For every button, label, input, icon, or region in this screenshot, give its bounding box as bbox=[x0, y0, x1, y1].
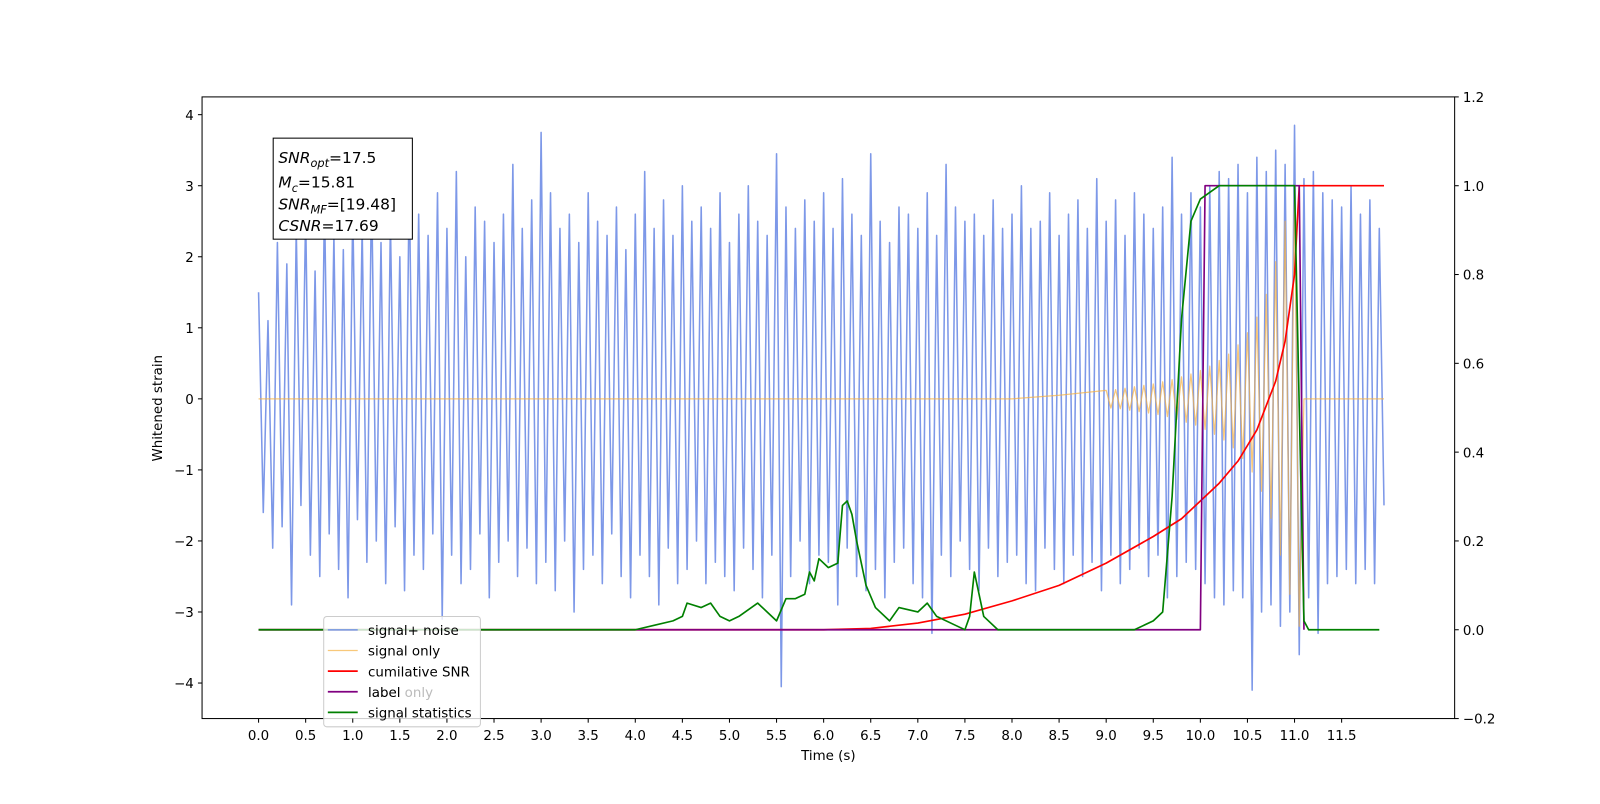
x-axis-label: Time (s) bbox=[800, 749, 855, 764]
y2-tick-label: 0.6 bbox=[1463, 357, 1484, 372]
x-tick-label: 4.0 bbox=[625, 729, 646, 744]
y-tick-label: 3 bbox=[185, 180, 194, 195]
x-tick-label: 0.0 bbox=[248, 729, 269, 744]
annotation-symbol: M bbox=[278, 174, 291, 192]
annotation-value: =[19.48] bbox=[327, 195, 396, 213]
x-tick-label: 9.0 bbox=[1096, 729, 1117, 744]
x-tick-label: 1.5 bbox=[389, 729, 410, 744]
y-tick-label: 0 bbox=[185, 393, 194, 408]
x-tick-label: 3.0 bbox=[530, 729, 551, 744]
x-tick-label: 0.5 bbox=[295, 729, 316, 744]
series-line bbox=[258, 184, 1380, 631]
y-tick-label: −3 bbox=[174, 606, 194, 621]
annotation-symbol: SNR bbox=[278, 149, 310, 167]
x-tick-label: 1.0 bbox=[342, 729, 363, 744]
y-tick-label: 1 bbox=[185, 322, 194, 337]
y-tick-label: −4 bbox=[174, 677, 194, 692]
legend-label: signal+ noise bbox=[368, 624, 459, 639]
x-tick-label: 11.0 bbox=[1280, 729, 1310, 744]
y2-tick-label: 1.0 bbox=[1463, 180, 1484, 195]
x-tick-label: 6.5 bbox=[860, 729, 881, 744]
series-line bbox=[258, 184, 1305, 631]
legend-label: signal statistics bbox=[368, 707, 472, 722]
y-tick-label: 4 bbox=[185, 109, 194, 124]
axes-frame bbox=[201, 96, 1456, 720]
x-tick-label: 2.5 bbox=[483, 729, 504, 744]
legend-label: signal only bbox=[368, 645, 440, 660]
legend: label only signal+ noise signal only cumila… bbox=[323, 615, 481, 728]
x-tick-label: 2.0 bbox=[436, 729, 457, 744]
x-tick-label: 4.5 bbox=[672, 729, 693, 744]
x-tick-label: 10.0 bbox=[1185, 729, 1215, 744]
y2-tick-label: 0.8 bbox=[1463, 269, 1484, 284]
series-line bbox=[257, 124, 1385, 691]
x-tick-label: 5.0 bbox=[719, 729, 740, 744]
legend-ghost-text: label only bbox=[368, 686, 433, 701]
y2-tick-label: 0.2 bbox=[1463, 535, 1484, 550]
y2-tick-label: 1.2 bbox=[1463, 91, 1484, 106]
x-tick-label: 8.5 bbox=[1048, 729, 1069, 744]
x-tick-label: 11.5 bbox=[1327, 729, 1357, 744]
x-tick-label: 3.5 bbox=[578, 729, 599, 744]
plot-area bbox=[257, 124, 1385, 691]
y2-tick-label: −0.2 bbox=[1463, 713, 1496, 728]
annotation-subscript: c bbox=[292, 181, 299, 195]
x-tick-label: 7.5 bbox=[954, 729, 975, 744]
x-tick-label: 9.5 bbox=[1143, 729, 1164, 744]
y2-tick-label: 0.4 bbox=[1463, 446, 1484, 461]
legend-label: cumilative SNR bbox=[368, 665, 470, 680]
annotation-text: SNRopt=17.5 bbox=[278, 149, 376, 170]
x-tick-label: 5.5 bbox=[766, 729, 787, 744]
annotation-subscript: MF bbox=[310, 202, 327, 216]
series-line bbox=[258, 192, 1384, 627]
annotation-subscript: opt bbox=[310, 156, 329, 170]
x-tick-label: 10.5 bbox=[1233, 729, 1263, 744]
annotation-value: =17.69 bbox=[322, 217, 379, 235]
annotation-text: Mc=15.81 bbox=[278, 174, 355, 195]
y-axis-label: Whitened strain bbox=[151, 355, 166, 462]
x-tick-label: 7.0 bbox=[907, 729, 928, 744]
y2-tick-label: 0.0 bbox=[1463, 624, 1484, 639]
annotation-value: =15.81 bbox=[298, 174, 355, 192]
annotation-text: SNRMF=[19.48] bbox=[278, 195, 396, 216]
annotation-symbol: SNR bbox=[278, 195, 310, 213]
annotation-box: SNRopt=17.5Mc=15.81SNRMF=[19.48]CSNR=17.… bbox=[272, 137, 413, 240]
y-tick-label: −2 bbox=[174, 535, 194, 550]
annotation-symbol: CSNR bbox=[278, 217, 321, 235]
series-line bbox=[258, 184, 1384, 631]
annotation-value: =17.5 bbox=[329, 149, 376, 167]
x-tick-label: 6.0 bbox=[813, 729, 834, 744]
legend-label: label bbox=[368, 686, 400, 701]
y-tick-label: −1 bbox=[174, 464, 194, 479]
y-tick-label: 2 bbox=[185, 251, 194, 266]
legend-frame bbox=[323, 615, 481, 728]
annotation-frame bbox=[272, 137, 413, 240]
annotation-text: CSNR=17.69 bbox=[278, 217, 378, 235]
x-tick-label: 8.0 bbox=[1001, 729, 1022, 744]
